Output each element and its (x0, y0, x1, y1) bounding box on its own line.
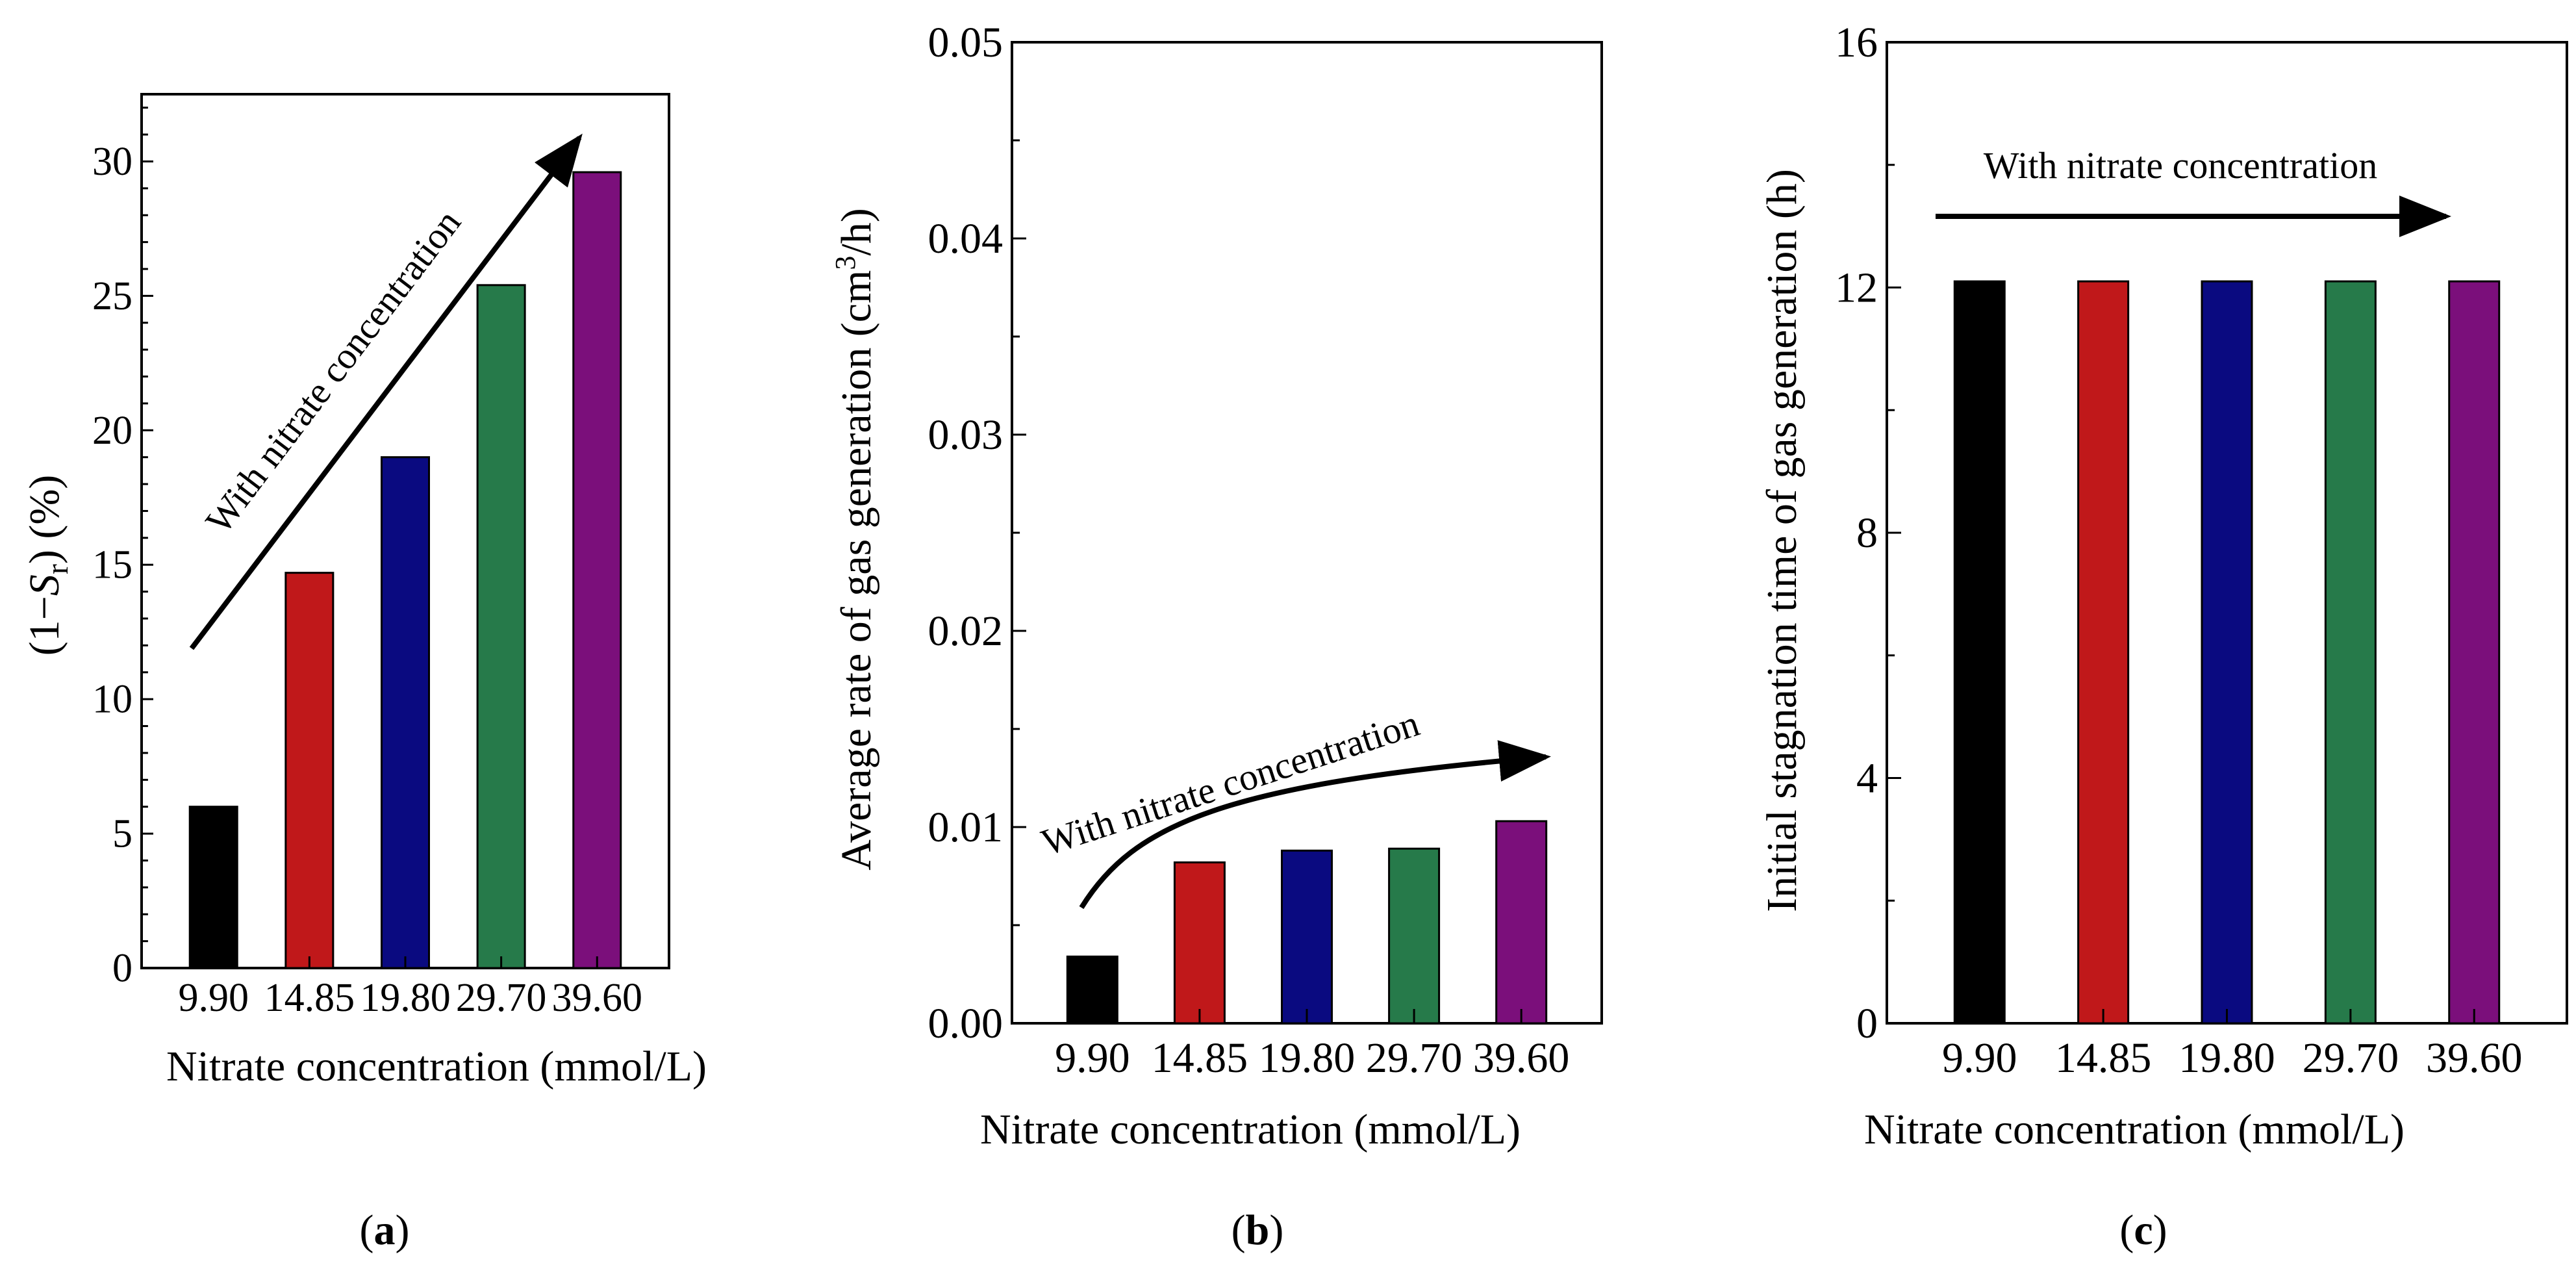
panel-b-xtick-label-3: 29.70 (1366, 1034, 1463, 1082)
panel-c-bar-4 (2448, 280, 2501, 1025)
panel-a-ytick-label-0: 0 (112, 946, 133, 990)
panel-c-bar-3 (2324, 280, 2377, 1025)
panel-a-xtick-label-4: 39.60 (552, 976, 643, 1020)
panel-b-xtick-label-4: 39.60 (1473, 1034, 1570, 1082)
panel-b-bar-1 (1173, 861, 1226, 1025)
panel-c-ytick-label-1: 4 (1856, 754, 1878, 802)
panel-a-ytick-label-2: 10 (92, 678, 133, 722)
panel-b-ytick-label-1: 0.01 (928, 804, 1004, 851)
panel-b-bars (1066, 820, 1548, 1025)
panel-b-ytick-label-4: 0.04 (928, 215, 1004, 262)
panel-c-bar-2 (2201, 280, 2253, 1025)
panel-c-annotation: With nitrate concentration (1984, 144, 2377, 186)
panel-b-ytick-label-5: 0.05 (928, 19, 1004, 66)
panel-a-trend-arrow (189, 133, 583, 650)
panel-b-chart: 9.90 14.85 19.80 29.70 39.60 0.00 0.01 0.02 0.03… (829, 19, 1603, 1254)
panel-b-annotation: With nitrate concentration (1037, 702, 1424, 863)
panel-a-bar-0 (188, 806, 238, 969)
panel-a-ytick-label-4: 20 (92, 409, 133, 453)
panel-b-label: (b) (1231, 1206, 1284, 1254)
panel-b-ticks: 9.90 14.85 19.80 29.70 39.60 0.00 0.01 0.02 0.03… (928, 19, 1570, 1082)
panel-c-ylabel: Initial stagnation time of gas generatio… (1758, 169, 1806, 912)
panel-a-ticks: 9.90 14.85 19.80 29.70 39.60 0 5 10 15 20 25 30 (92, 107, 643, 1020)
panel-c-ytick-label-2: 8 (1856, 509, 1878, 557)
panel-c-chart: 9.90 14.85 19.80 29.70 39.60 0 4 8 12 16 Initial … (1758, 19, 2568, 1254)
panel-a-chart: 9.90 14.85 19.80 29.70 39.60 0 5 10 15 20 25 30 (1−… (21, 93, 707, 1254)
panel-a-xtick-label-0: 9.90 (178, 976, 249, 1020)
panel-c-xtick-label-0: 9.90 (1942, 1034, 2017, 1082)
panel-c-ytick-label-0: 0 (1856, 1000, 1878, 1047)
panel-a-label: (a) (360, 1206, 410, 1254)
panel-c-bars (1953, 280, 2501, 1025)
panel-b-xlabel: Nitrate concentration (mmol/L) (980, 1106, 1521, 1153)
panel-a-bar-2 (381, 456, 430, 969)
panel-c-label: (c) (2119, 1206, 2167, 1254)
panel-b-ytick-label-2: 0.02 (928, 607, 1004, 655)
panel-a-ytick-label-1: 5 (112, 812, 133, 856)
panel-a-bar-4 (572, 171, 622, 969)
panel-b-ylabel: Average rate of gas generation (cm3/h) (829, 208, 880, 870)
panel-b-ytick-label-0: 0.00 (928, 1000, 1004, 1047)
panel-c-xlabel: Nitrate concentration (mmol/L) (1864, 1106, 2405, 1153)
panel-b-xtick-label-1: 14.85 (1152, 1034, 1248, 1082)
panel-b-bar-3 (1388, 847, 1441, 1025)
panel-a-xlabel: Nitrate concentration (mmol/L) (166, 1043, 707, 1090)
panel-b-bar-4 (1495, 820, 1548, 1025)
panel-a-bar-1 (284, 572, 335, 969)
panel-a-xtick-label-1: 14.85 (264, 976, 355, 1020)
panel-a-ytick-label-6: 30 (92, 140, 133, 184)
panel-a-bar-3 (476, 284, 526, 969)
panel-b-ytick-label-3: 0.03 (928, 411, 1004, 459)
panel-b-xtick-label-2: 19.80 (1259, 1034, 1356, 1082)
panel-a-ylabel: (1−Sr) (%) (21, 475, 75, 656)
panel-b-bar-2 (1281, 849, 1333, 1025)
panel-c-xtick-label-2: 19.80 (2178, 1034, 2275, 1082)
panel-a-ytick-label-3: 15 (92, 543, 133, 587)
panel-a-xtick-label-3: 29.70 (456, 976, 547, 1020)
panel-a-ytick-label-5: 25 (92, 274, 133, 318)
panel-c-bar-1 (2077, 280, 2130, 1025)
panel-b-xtick-label-0: 9.90 (1055, 1034, 1130, 1082)
panel-c-xtick-label-3: 29.70 (2303, 1034, 2399, 1082)
panel-c-ticks: 9.90 14.85 19.80 29.70 39.60 0 4 8 12 16 (1835, 19, 2522, 1082)
panel-a-xtick-label-2: 19.80 (360, 976, 451, 1020)
panel-c-xtick-label-1: 14.85 (2055, 1034, 2152, 1082)
panel-c-ytick-label-4: 16 (1835, 19, 1878, 66)
panel-c-xtick-label-4: 39.60 (2426, 1034, 2523, 1082)
panel-b-trend-arrow (1079, 740, 1551, 910)
panel-c-bar-0 (1953, 280, 2006, 1025)
panel-c-ytick-label-3: 12 (1835, 264, 1878, 311)
